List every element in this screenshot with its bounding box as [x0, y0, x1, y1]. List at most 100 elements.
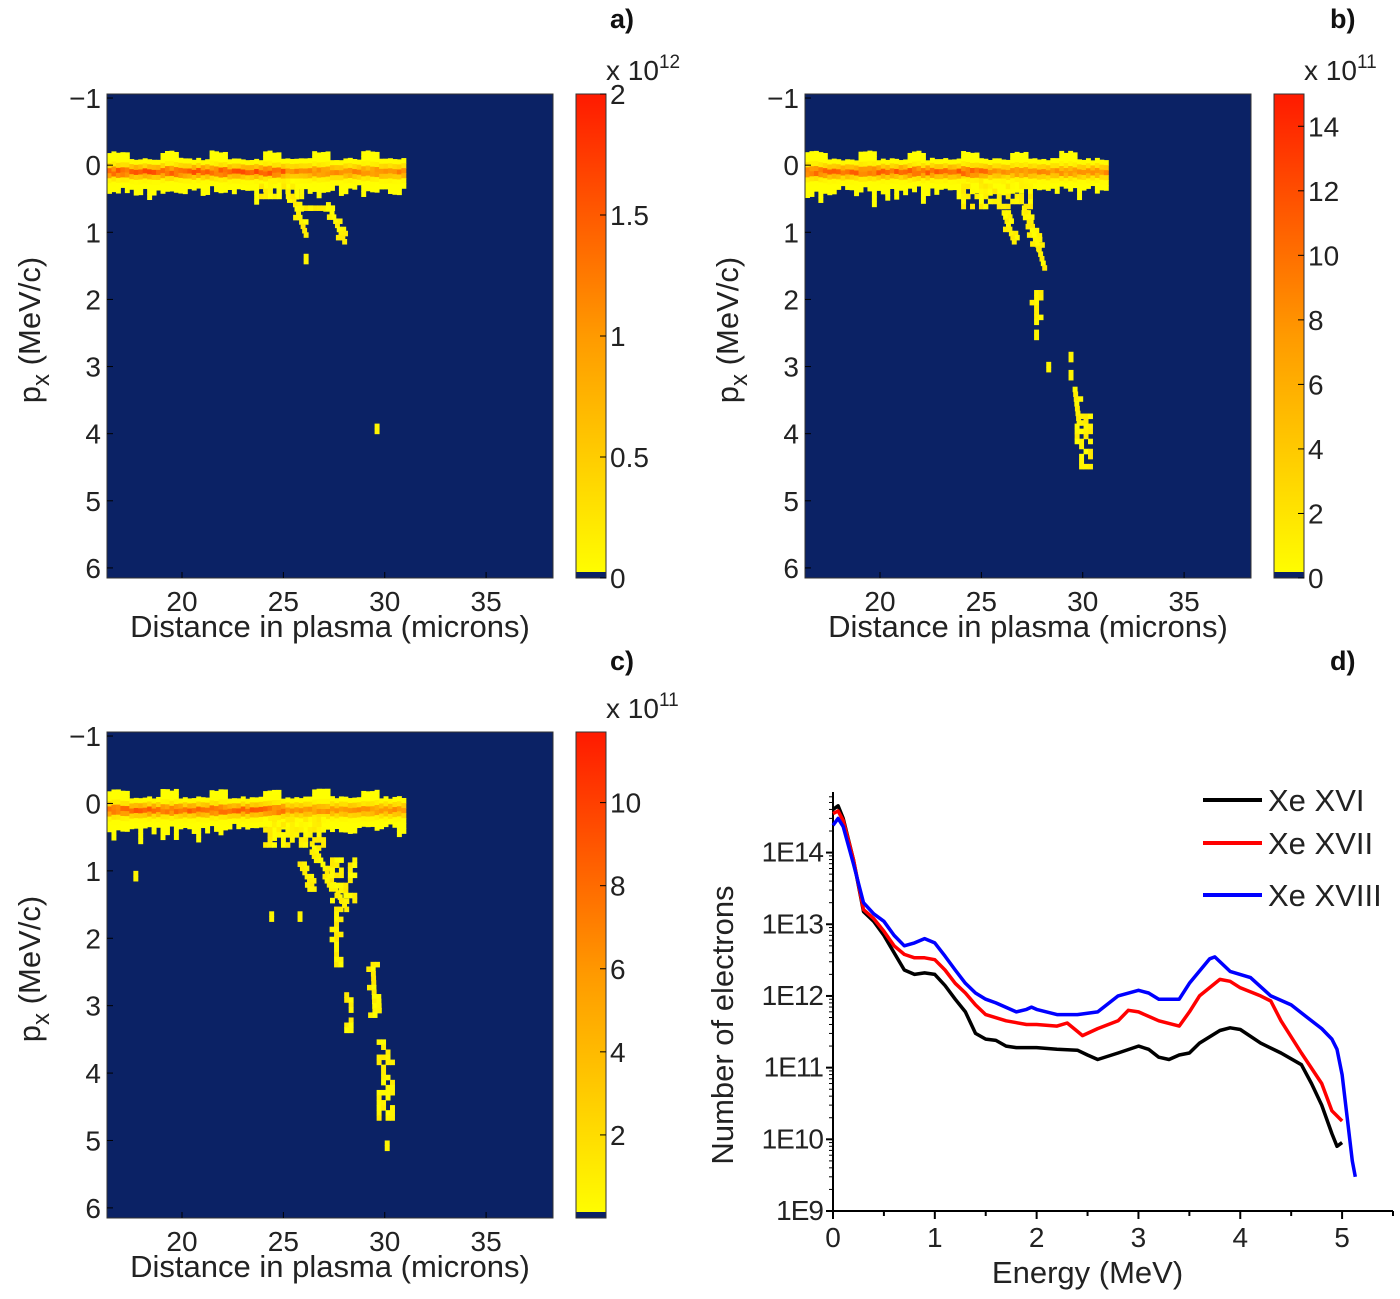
band-cell [1068, 186, 1074, 192]
band-cell [164, 794, 170, 800]
tail-cell [390, 1110, 395, 1116]
band-cell [129, 808, 135, 815]
point-cell [1034, 329, 1040, 336]
tail-cell [385, 1084, 391, 1091]
band-cell [1019, 173, 1025, 179]
heatmap-cells [107, 788, 407, 1152]
band-cell [374, 161, 380, 168]
band-cell [383, 183, 389, 190]
plot-frame [106, 93, 554, 579]
tail-cell [1030, 241, 1036, 247]
band-cell [805, 157, 810, 163]
y-axis-label-sub: x [28, 1013, 55, 1025]
band-cell [205, 184, 211, 190]
band-cell [111, 809, 117, 816]
tail-cell [304, 865, 310, 872]
tail-cell [285, 832, 291, 838]
band-cell [196, 162, 202, 169]
band-cell [107, 153, 112, 159]
band-cell [254, 807, 260, 814]
band-cell [818, 177, 824, 183]
band-cell [187, 818, 193, 825]
band-cell [845, 179, 851, 185]
tail-cell [334, 931, 340, 938]
band-cell [929, 157, 935, 164]
tail-cell [338, 872, 344, 879]
band-cell [231, 798, 237, 804]
band-cell [343, 816, 349, 823]
point-cell [133, 870, 139, 877]
band-cell [871, 161, 877, 167]
band-cell [818, 167, 824, 173]
band-cell [343, 811, 349, 818]
band-cell [818, 187, 824, 193]
tail-cell [312, 827, 318, 833]
band-cell [321, 798, 327, 805]
band-cell [169, 810, 175, 817]
band-cell [1019, 188, 1025, 194]
tail-cell [316, 853, 322, 860]
band-cell [894, 189, 900, 195]
y-tick-label: 4 [85, 1058, 101, 1089]
band-cell [267, 815, 273, 822]
band-cell [258, 822, 264, 828]
band-cell [920, 158, 926, 164]
y-tick-label: 1 [783, 217, 799, 248]
tail-cell [376, 1094, 382, 1101]
tail-cell [329, 877, 335, 884]
band-cell [805, 177, 810, 183]
tail-cell [297, 861, 303, 867]
tail-cell [330, 867, 335, 874]
band-cell [196, 178, 202, 184]
band-cell [240, 821, 246, 828]
band-cell [209, 800, 215, 806]
tail-cell [1079, 438, 1085, 445]
band-cell [365, 155, 371, 162]
band-cell [173, 829, 179, 835]
band-cell [191, 813, 197, 819]
band-cell [1103, 180, 1109, 186]
band-cell [258, 796, 264, 803]
band-cell [334, 803, 340, 809]
tail-cell [326, 882, 332, 888]
tail-cell [303, 219, 309, 225]
band-cell [196, 172, 202, 179]
band-cell [1054, 168, 1060, 174]
band-cell [894, 194, 900, 200]
tail-cell [309, 841, 315, 847]
band-cell [1041, 163, 1047, 170]
band-cell [396, 811, 402, 817]
tail-cell [371, 994, 377, 1000]
band-cell [249, 802, 255, 808]
band-cell [387, 178, 393, 184]
tail-cell [314, 849, 319, 855]
band-cell [325, 824, 331, 830]
band-cell [187, 808, 193, 815]
band-cell [316, 177, 322, 184]
tail-cell [298, 827, 304, 833]
band-cell [214, 806, 219, 812]
band-cell [374, 182, 380, 188]
band-cell [805, 192, 810, 199]
tail-cell [390, 1084, 395, 1091]
band-cell [138, 189, 144, 196]
band-cell [111, 181, 117, 188]
band-cell [916, 165, 922, 172]
band-cell [142, 817, 148, 824]
band-cell [147, 169, 153, 175]
band-cell [120, 800, 126, 807]
band-cell [894, 184, 900, 190]
x-tick-label: 30 [1067, 586, 1098, 617]
band-cell [827, 159, 833, 165]
band-cell [898, 170, 904, 176]
band-cell [401, 813, 407, 819]
band-cell [111, 166, 117, 173]
band-cell [227, 798, 233, 805]
band-cell [321, 824, 327, 830]
tail-cell [1029, 227, 1035, 234]
band-cell [173, 157, 179, 163]
point-cell [297, 911, 303, 917]
x-tick-label: 35 [471, 586, 502, 617]
band-cell [818, 157, 824, 163]
tail-cell [325, 205, 331, 211]
